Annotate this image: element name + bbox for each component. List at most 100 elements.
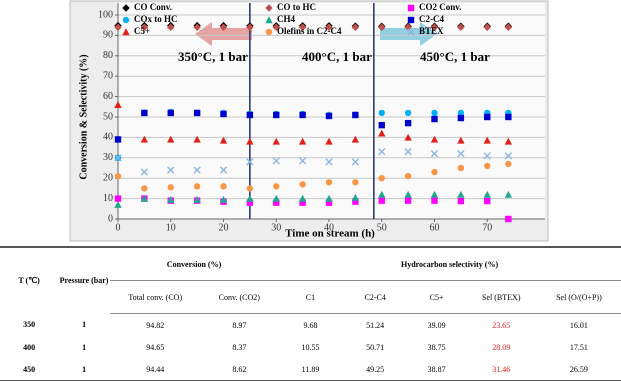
marker (140, 135, 149, 143)
marker (352, 111, 359, 119)
subheader-cell: C1 (278, 280, 343, 314)
marker (404, 133, 412, 141)
marker (404, 147, 412, 156)
table-cell: 9.68 (303, 320, 318, 330)
subheader-row: Total conv. (CO) Conv. (CO2) C1 C2-C4 C5… (0, 280, 621, 314)
y-tick-label: 100 (98, 9, 113, 20)
table-cell: 8.37 (232, 342, 247, 352)
header-cell: Pressure (bar) (58, 246, 110, 314)
marker (378, 129, 386, 137)
legend-label: CO Conv. (134, 2, 172, 12)
table-cell: 28.09 (492, 342, 511, 352)
table-cell: 10.55 (301, 342, 320, 352)
header-cell: Conversion (%) (109, 246, 279, 281)
marker (378, 109, 385, 117)
x-tick-label: 60 (430, 222, 440, 233)
marker (273, 183, 280, 190)
marker (457, 23, 465, 31)
x-tick-label: 70 (482, 222, 492, 233)
marker (404, 119, 412, 127)
marker (193, 183, 201, 190)
marker (504, 190, 513, 198)
marker (504, 23, 513, 31)
y-tick-label: 90 (103, 30, 113, 41)
table-cell: 350 (23, 320, 36, 330)
marker (404, 23, 412, 31)
marker (167, 109, 174, 117)
y-tick-label: 20 (103, 172, 113, 183)
marker (483, 190, 491, 198)
table-cell: 17.51 (569, 342, 588, 352)
marker (298, 23, 307, 31)
y-tick-label: 70 (103, 70, 113, 81)
marker (272, 194, 280, 202)
marker (193, 23, 201, 31)
legend-label: C5+ (134, 26, 150, 36)
marker (246, 194, 254, 202)
marker (298, 157, 307, 165)
legend-label: CO2 Conv. (419, 2, 462, 12)
marker (431, 115, 438, 123)
x-tick-label: 50 (377, 222, 387, 233)
subheader-cell: Sel (O/(O+P)) (536, 280, 621, 314)
y-tick-label: 0 (108, 213, 113, 224)
marker (140, 194, 149, 202)
marker (299, 181, 306, 188)
marker (378, 197, 385, 204)
legend-marker (407, 28, 415, 36)
marker (505, 160, 512, 168)
legend-label: COx to HC (134, 14, 178, 24)
marker (167, 23, 175, 31)
table-cell: 31.46 (465, 358, 537, 381)
marker (219, 195, 228, 203)
marker (504, 152, 513, 160)
marker (378, 175, 385, 182)
marker (483, 136, 491, 144)
marker (404, 197, 412, 204)
x-tick-label: 30 (271, 222, 281, 233)
y-tick-label: 30 (103, 152, 113, 163)
marker (167, 135, 175, 143)
marker (404, 172, 412, 180)
legend-marker (265, 4, 273, 12)
marker (378, 121, 385, 129)
legend-label: CH4 (277, 14, 296, 24)
marker (430, 150, 439, 158)
table-cell: 400 (23, 342, 36, 352)
marker (457, 197, 465, 205)
marker (351, 193, 360, 201)
marker (484, 197, 491, 205)
table-cell: 11.89 (278, 358, 343, 381)
marker (483, 152, 491, 160)
marker (246, 185, 254, 192)
y-tick-label: 10 (103, 193, 113, 204)
legend-marker (407, 16, 415, 24)
marker (141, 109, 148, 117)
marker (351, 158, 360, 166)
marker (219, 136, 228, 144)
marker (431, 197, 438, 204)
marker (114, 101, 122, 108)
marker (352, 179, 359, 186)
marker (505, 113, 512, 121)
marker (219, 23, 228, 31)
marker (246, 23, 254, 31)
marker (351, 23, 360, 31)
marker (378, 23, 386, 31)
marker (457, 190, 465, 198)
table-cell: 94.65 (146, 342, 165, 352)
header-cell: T (℃) (0, 246, 59, 314)
marker (431, 109, 438, 117)
table-cell: 39.09 (427, 320, 446, 330)
table-cell: 1 (82, 320, 87, 330)
marker (114, 23, 122, 31)
marker (457, 114, 465, 122)
subheader-cell: Conv. (CO2) (200, 280, 279, 314)
arrow-left (195, 22, 252, 46)
marker (430, 190, 439, 198)
legend-marker (265, 28, 273, 36)
marker (272, 23, 280, 31)
table-cell: 51.24 (366, 320, 385, 330)
region-label: 450°C, 1 bar (420, 49, 490, 64)
